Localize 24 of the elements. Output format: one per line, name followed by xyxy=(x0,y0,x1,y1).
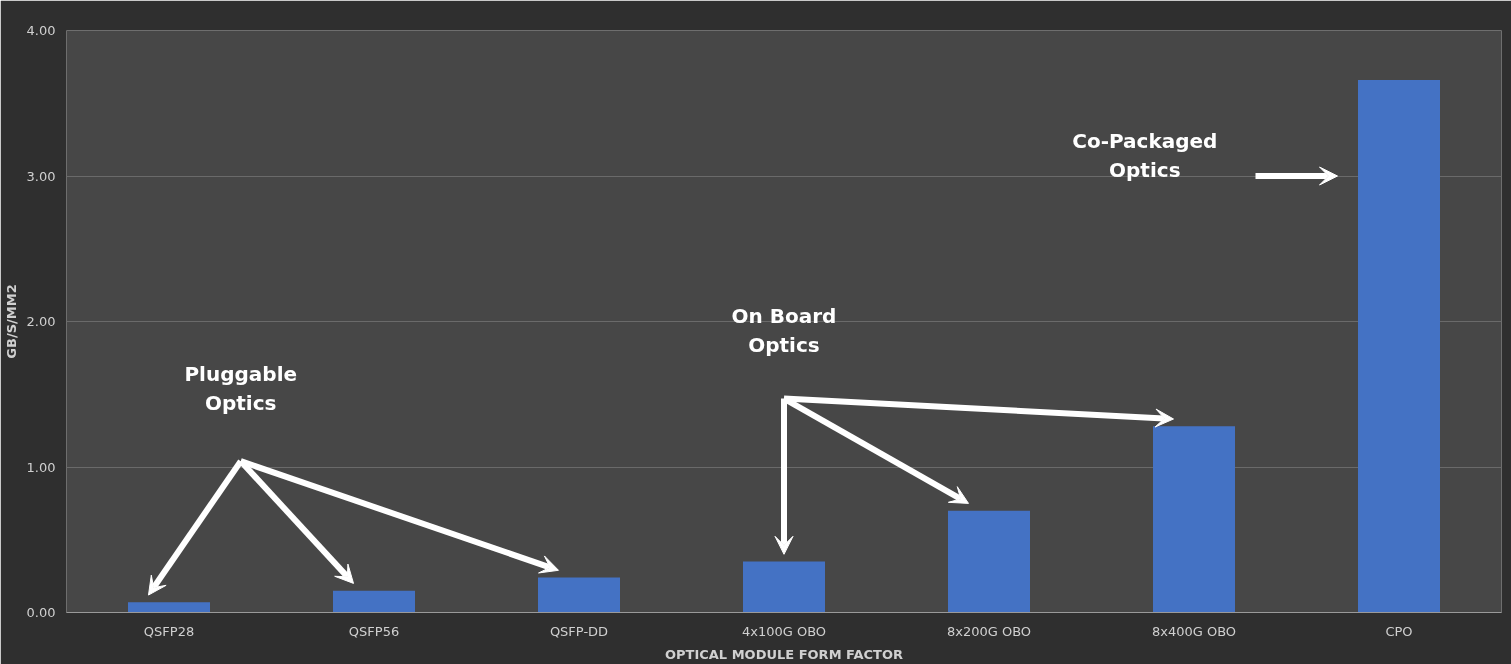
x-tick-label: 4x100G OBO xyxy=(741,623,827,639)
x-tick-label: QSFP28 xyxy=(143,623,195,639)
bar xyxy=(948,510,1030,613)
y-tick-label: 0.00 xyxy=(26,605,56,620)
bar xyxy=(128,602,210,613)
x-tick-label: QSFP56 xyxy=(348,623,400,639)
y-tick-label: 4.00 xyxy=(26,23,56,38)
y-tick-label: 2.00 xyxy=(26,314,56,329)
y-tick-label: 1.00 xyxy=(26,459,56,475)
annotation: On Board Optics xyxy=(731,304,837,357)
annotation: Co-Packaged Optics xyxy=(1072,129,1218,183)
bar xyxy=(743,561,825,613)
y-axis-title: GB/S/MM2 xyxy=(3,284,19,359)
bar xyxy=(1153,426,1235,613)
bar xyxy=(1358,79,1440,613)
bar xyxy=(538,577,620,613)
x-tick-label: CPO xyxy=(1385,623,1413,639)
x-axis-title: OPTICAL MODULE FORM FACTOR xyxy=(664,646,904,662)
x-tick-label: 8x200G OBO xyxy=(946,623,1032,639)
x-tick-label: QSFP-DD xyxy=(549,623,609,639)
bar xyxy=(333,590,415,613)
annotation: Pluggable Optics xyxy=(184,362,298,416)
x-tick-label: 8x400G OBO xyxy=(1151,623,1237,639)
y-tick-label: 3.00 xyxy=(26,168,56,184)
